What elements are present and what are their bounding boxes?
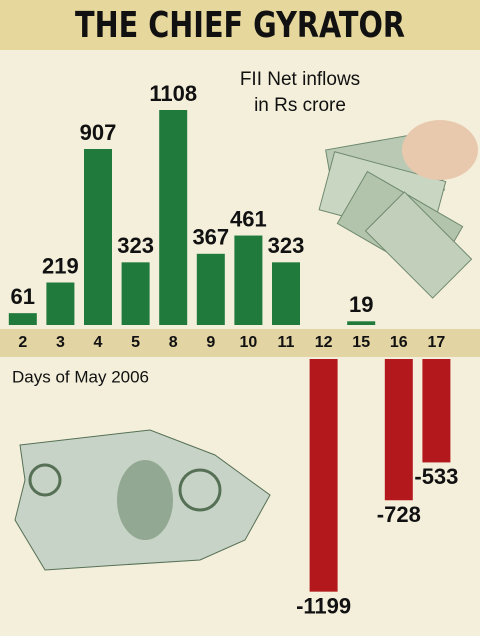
data-label: -1199 [296, 593, 351, 618]
bar [84, 149, 112, 325]
bar [234, 235, 263, 325]
bar [8, 313, 37, 325]
x-tick-label: 9 [206, 334, 215, 351]
x-tick-label: 11 [278, 334, 295, 351]
bar [121, 262, 150, 325]
bar [159, 110, 188, 325]
data-label: 19 [349, 292, 373, 317]
x-tick-label: 17 [428, 334, 446, 351]
category-strip [0, 329, 480, 357]
data-label: 461 [230, 206, 267, 231]
bar [422, 359, 451, 463]
data-label: -533 [414, 464, 458, 489]
x-tick-label: 4 [94, 334, 103, 351]
data-label: 61 [11, 284, 35, 309]
data-label: 907 [80, 120, 117, 145]
x-tick-label: 15 [352, 334, 370, 351]
data-label: 367 [192, 225, 229, 250]
subtitle: in Rs crore [254, 95, 346, 116]
money-illustration [318, 120, 478, 299]
x-tick-label: 10 [240, 334, 258, 351]
x-tick-label: 5 [131, 334, 140, 351]
bar [384, 359, 413, 501]
bar [309, 359, 338, 592]
dollar-illustration [14, 429, 271, 571]
bar [347, 321, 376, 325]
x-tick-label: 16 [390, 334, 408, 351]
chart-title: THE CHIEF GYRATOR [75, 5, 405, 46]
bar [46, 282, 75, 325]
bar [196, 253, 225, 325]
x-tick-label: 8 [169, 334, 178, 351]
data-label: 323 [268, 233, 305, 258]
data-label: 323 [117, 233, 154, 258]
data-label: -728 [377, 502, 421, 527]
data-label: 1108 [149, 81, 197, 106]
title-band [0, 0, 480, 50]
data-label: 219 [42, 253, 79, 278]
x-axis-label: Days of May 2006 [12, 367, 149, 386]
bar [272, 262, 300, 325]
x-tick-label: 2 [18, 334, 27, 351]
x-tick-label: 12 [315, 334, 333, 351]
subtitle: FII Net inflows [240, 69, 360, 90]
x-tick-label: 3 [56, 334, 65, 351]
